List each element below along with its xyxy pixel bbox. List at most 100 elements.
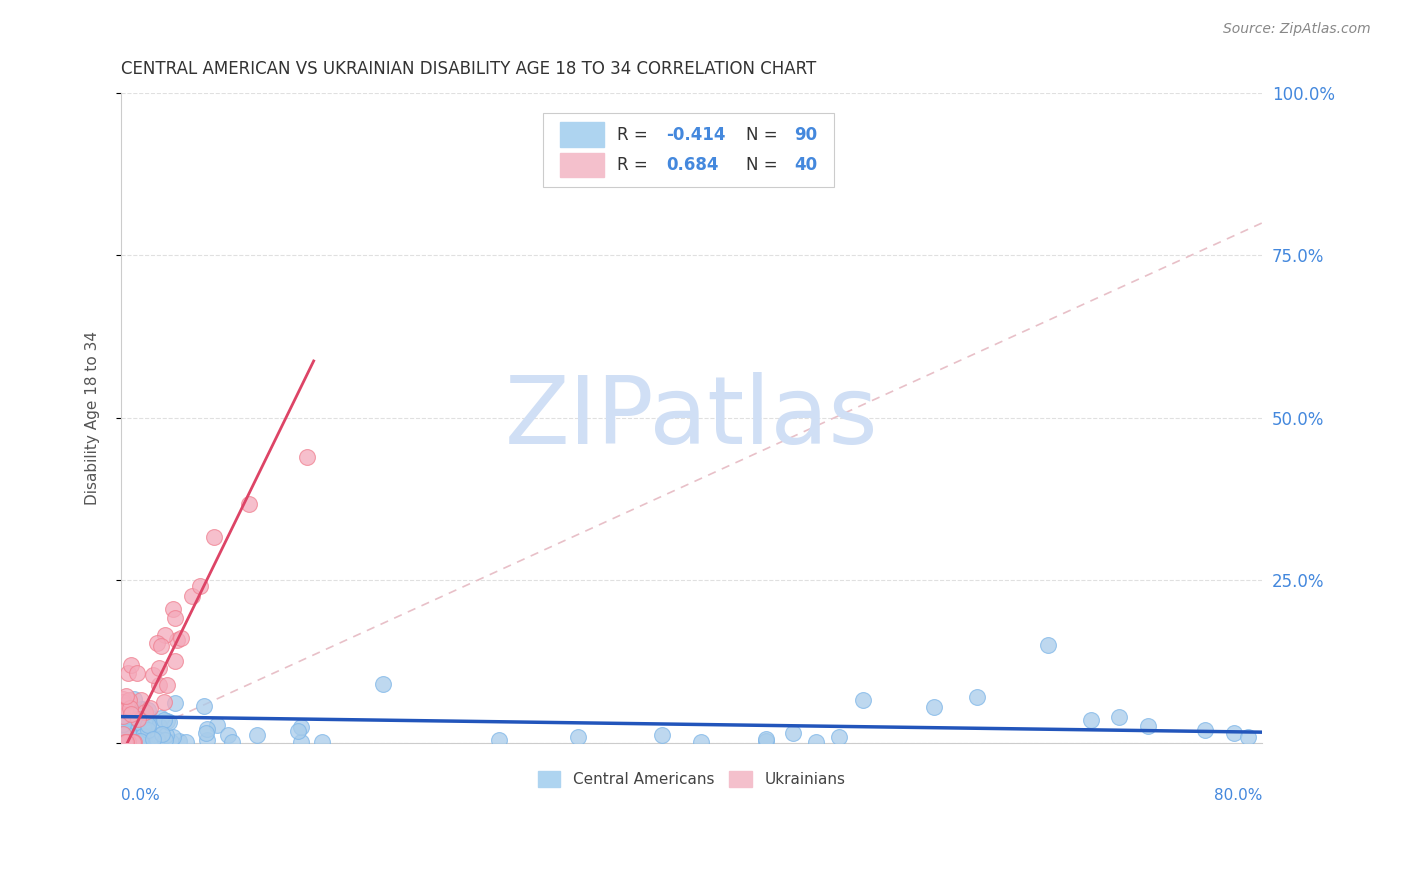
- Point: [117, 666, 139, 681]
- Point: [1236, 731, 1258, 745]
- Point: [127, 721, 149, 735]
- Point: [118, 729, 141, 743]
- Point: [142, 667, 165, 681]
- Text: -0.414: -0.414: [666, 126, 725, 144]
- Point: [117, 724, 139, 739]
- Point: [132, 729, 155, 743]
- Point: [114, 725, 136, 739]
- Point: [153, 695, 176, 709]
- Point: [804, 735, 827, 749]
- Point: [115, 716, 138, 731]
- Text: R =: R =: [617, 126, 654, 144]
- Point: [114, 703, 136, 717]
- Point: [755, 731, 778, 746]
- Point: [129, 702, 152, 716]
- Point: [118, 728, 141, 742]
- Point: [129, 734, 152, 748]
- Point: [166, 633, 188, 648]
- Point: [153, 733, 176, 747]
- Point: [120, 701, 142, 715]
- Point: [112, 732, 135, 747]
- Point: [122, 735, 145, 749]
- Point: [150, 639, 173, 653]
- Point: [217, 728, 239, 742]
- Point: [1080, 713, 1102, 727]
- Point: [131, 729, 153, 743]
- Point: [127, 712, 149, 726]
- Point: [311, 735, 333, 749]
- Point: [136, 723, 159, 737]
- Point: [174, 735, 197, 749]
- Point: [112, 698, 135, 712]
- Point: [155, 628, 177, 642]
- Point: [129, 734, 152, 748]
- Point: [371, 677, 394, 691]
- Point: [111, 732, 134, 747]
- Point: [149, 711, 172, 725]
- Point: [138, 710, 160, 724]
- Point: [135, 734, 157, 748]
- Point: [567, 731, 589, 745]
- Point: [117, 735, 139, 749]
- Point: [111, 717, 134, 731]
- FancyBboxPatch shape: [561, 153, 603, 178]
- Point: [115, 690, 138, 704]
- Point: [134, 733, 156, 747]
- Point: [195, 723, 218, 737]
- Point: [150, 728, 173, 742]
- Text: N =: N =: [747, 126, 783, 144]
- Point: [295, 450, 318, 464]
- Point: [120, 707, 142, 722]
- Point: [122, 731, 145, 746]
- Point: [121, 735, 143, 749]
- Point: [111, 691, 134, 706]
- Point: [127, 731, 149, 745]
- Point: [287, 723, 309, 738]
- Point: [111, 709, 134, 723]
- Point: [1194, 723, 1216, 737]
- Point: [124, 716, 146, 731]
- Point: [690, 735, 713, 749]
- Point: [193, 698, 215, 713]
- FancyBboxPatch shape: [543, 112, 834, 187]
- Point: [163, 654, 186, 668]
- Point: [488, 733, 510, 747]
- Text: N =: N =: [747, 156, 783, 174]
- Point: [132, 731, 155, 746]
- Point: [129, 735, 152, 749]
- Point: [138, 701, 160, 715]
- Point: [1108, 709, 1130, 723]
- Point: [136, 703, 159, 717]
- Point: [114, 735, 136, 749]
- Text: CENTRAL AMERICAN VS UKRAINIAN DISABILITY AGE 18 TO 34 CORRELATION CHART: CENTRAL AMERICAN VS UKRAINIAN DISABILITY…: [121, 60, 817, 78]
- Point: [120, 657, 142, 672]
- Point: [112, 731, 135, 746]
- Point: [112, 717, 135, 731]
- Point: [124, 692, 146, 706]
- Point: [135, 720, 157, 734]
- Point: [852, 693, 875, 707]
- Point: [651, 728, 673, 742]
- Point: [290, 735, 312, 749]
- Point: [121, 724, 143, 739]
- Point: [238, 497, 260, 511]
- Point: [155, 728, 177, 742]
- Point: [170, 632, 193, 646]
- Point: [146, 636, 169, 650]
- Text: 0.684: 0.684: [666, 156, 718, 174]
- Point: [114, 735, 136, 749]
- Point: [127, 735, 149, 749]
- Point: [112, 731, 135, 745]
- Point: [111, 695, 134, 709]
- Point: [129, 693, 152, 707]
- Point: [165, 697, 187, 711]
- Point: [148, 661, 170, 675]
- Point: [162, 601, 184, 615]
- Point: [156, 714, 179, 728]
- Point: [134, 717, 156, 731]
- Point: [121, 728, 143, 742]
- Point: [755, 733, 778, 747]
- Point: [181, 589, 204, 603]
- Point: [966, 690, 988, 704]
- Point: [142, 727, 165, 741]
